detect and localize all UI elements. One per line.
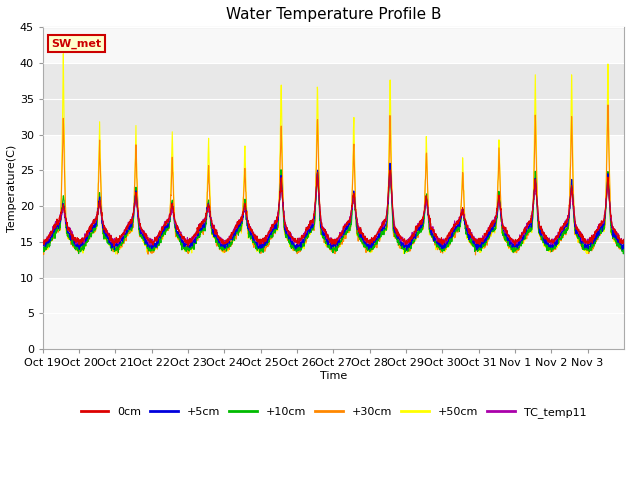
X-axis label: Time: Time [320,371,347,381]
Bar [43,134,624,206]
Bar [43,27,624,63]
Text: SW_met: SW_met [52,38,102,49]
Bar [43,63,624,134]
Bar [43,277,624,349]
Title: Water Temperature Profile B: Water Temperature Profile B [226,7,441,22]
Y-axis label: Temperature(C): Temperature(C) [7,144,17,232]
Legend: 0cm, +5cm, +10cm, +30cm, +50cm, TC_temp11: 0cm, +5cm, +10cm, +30cm, +50cm, TC_temp1… [76,403,591,423]
Bar [43,206,624,277]
